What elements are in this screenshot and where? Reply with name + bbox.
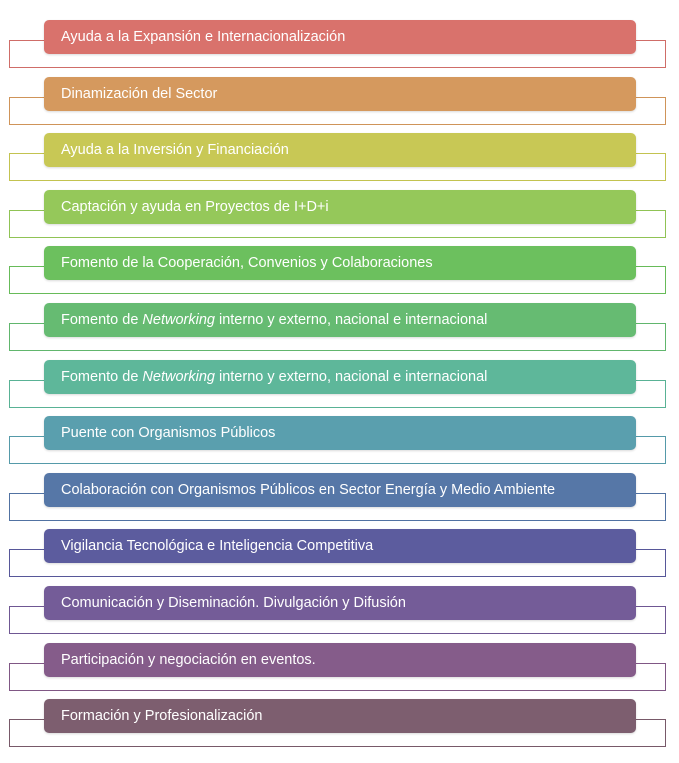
item-bar: Dinamización del Sector [44, 77, 636, 111]
item-label-text: Comunicación y Diseminación. Divulgación… [61, 595, 406, 611]
item-label-emphasis: Networking [142, 369, 215, 385]
item-bar: Puente con Organismos Públicos [44, 416, 636, 450]
list-item: Fomento de la Cooperación, Convenios y C… [0, 246, 679, 296]
item-label-text: Ayuda a la Expansión e Internacionalizac… [61, 29, 346, 45]
item-label-text: interno y externo, nacional e internacio… [214, 369, 488, 385]
item-label: Participación y negociación en eventos. [61, 652, 316, 668]
item-label-text: Ayuda a la Inversión y Financiación [61, 142, 289, 158]
item-label-emphasis: Networking [142, 312, 215, 328]
item-label-text: Fomento de [61, 369, 143, 385]
item-bar: Captación y ayuda en Proyectos de I+D+i [44, 190, 636, 224]
item-bar: Ayuda a la Expansión e Internacionalizac… [44, 20, 636, 54]
item-label-text: Dinamización del Sector [61, 86, 218, 102]
list-item: Fomento de Networking interno y externo,… [0, 360, 679, 410]
item-label-text: Colaboración con Organismos Públicos en … [61, 482, 556, 498]
item-label: Puente con Organismos Públicos [61, 425, 275, 441]
list-item: Comunicación y Diseminación. Divulgación… [0, 586, 679, 636]
list-item: Ayuda a la Expansión e Internacionalizac… [0, 20, 679, 70]
list-item: Puente con Organismos Públicos [0, 416, 679, 466]
list-item: Colaboración con Organismos Públicos en … [0, 473, 679, 523]
item-label: Comunicación y Diseminación. Divulgación… [61, 595, 406, 611]
item-bar: Colaboración con Organismos Públicos en … [44, 473, 636, 507]
item-label-text: Puente con Organismos Públicos [61, 425, 276, 441]
item-label-text: Fomento de [61, 312, 143, 328]
list-item: Vigilancia Tecnológica e Inteligencia Co… [0, 529, 679, 579]
item-bar: Formación y Profesionalización [44, 699, 636, 733]
item-label: Formación y Profesionalización [61, 708, 262, 724]
item-label: Vigilancia Tecnológica e Inteligencia Co… [61, 538, 373, 554]
item-label-text: Formación y Profesionalización [61, 708, 263, 724]
item-bar: Fomento de la Cooperación, Convenios y C… [44, 246, 636, 280]
list-item: Ayuda a la Inversión y Financiación [0, 133, 679, 183]
item-label-text: Captación y ayuda en Proyectos de I+D+i [61, 199, 329, 215]
item-label-text: interno y externo, nacional e internacio… [214, 312, 488, 328]
item-label: Ayuda a la Inversión y Financiación [61, 142, 289, 158]
item-label-text: Fomento de la Cooperación, Convenios y C… [61, 255, 433, 271]
list-item: Dinamización del Sector [0, 77, 679, 127]
item-bar: Fomento de Networking interno y externo,… [44, 303, 636, 337]
item-bar: Comunicación y Diseminación. Divulgación… [44, 586, 636, 620]
list-item: Formación y Profesionalización [0, 699, 679, 749]
item-label-text: Vigilancia Tecnológica e Inteligencia Co… [61, 538, 374, 554]
list-item: Captación y ayuda en Proyectos de I+D+i [0, 190, 679, 240]
list-item: Fomento de Networking interno y externo,… [0, 303, 679, 353]
list-item: Participación y negociación en eventos. [0, 643, 679, 693]
item-label: Captación y ayuda en Proyectos de I+D+i [61, 199, 329, 215]
item-label-text: Participación y negociación en eventos. [61, 652, 316, 668]
item-label: Dinamización del Sector [61, 86, 217, 102]
item-label: Fomento de la Cooperación, Convenios y C… [61, 255, 433, 271]
item-label: Fomento de Networking interno y externo,… [61, 369, 487, 385]
item-label: Fomento de Networking interno y externo,… [61, 312, 487, 328]
item-bar: Ayuda a la Inversión y Financiación [44, 133, 636, 167]
item-label: Ayuda a la Expansión e Internacionalizac… [61, 29, 345, 45]
item-label: Colaboración con Organismos Públicos en … [61, 482, 555, 498]
item-bar: Participación y negociación en eventos. [44, 643, 636, 677]
item-bar: Vigilancia Tecnológica e Inteligencia Co… [44, 529, 636, 563]
item-bar: Fomento de Networking interno y externo,… [44, 360, 636, 394]
